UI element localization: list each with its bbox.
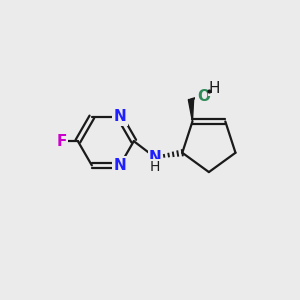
Text: O: O <box>197 89 210 104</box>
Text: N: N <box>113 110 126 124</box>
Text: F: F <box>56 134 67 149</box>
Text: H: H <box>150 160 160 174</box>
Text: H: H <box>209 81 220 96</box>
Polygon shape <box>188 99 194 122</box>
Text: N: N <box>148 150 161 165</box>
Text: N: N <box>113 158 126 173</box>
